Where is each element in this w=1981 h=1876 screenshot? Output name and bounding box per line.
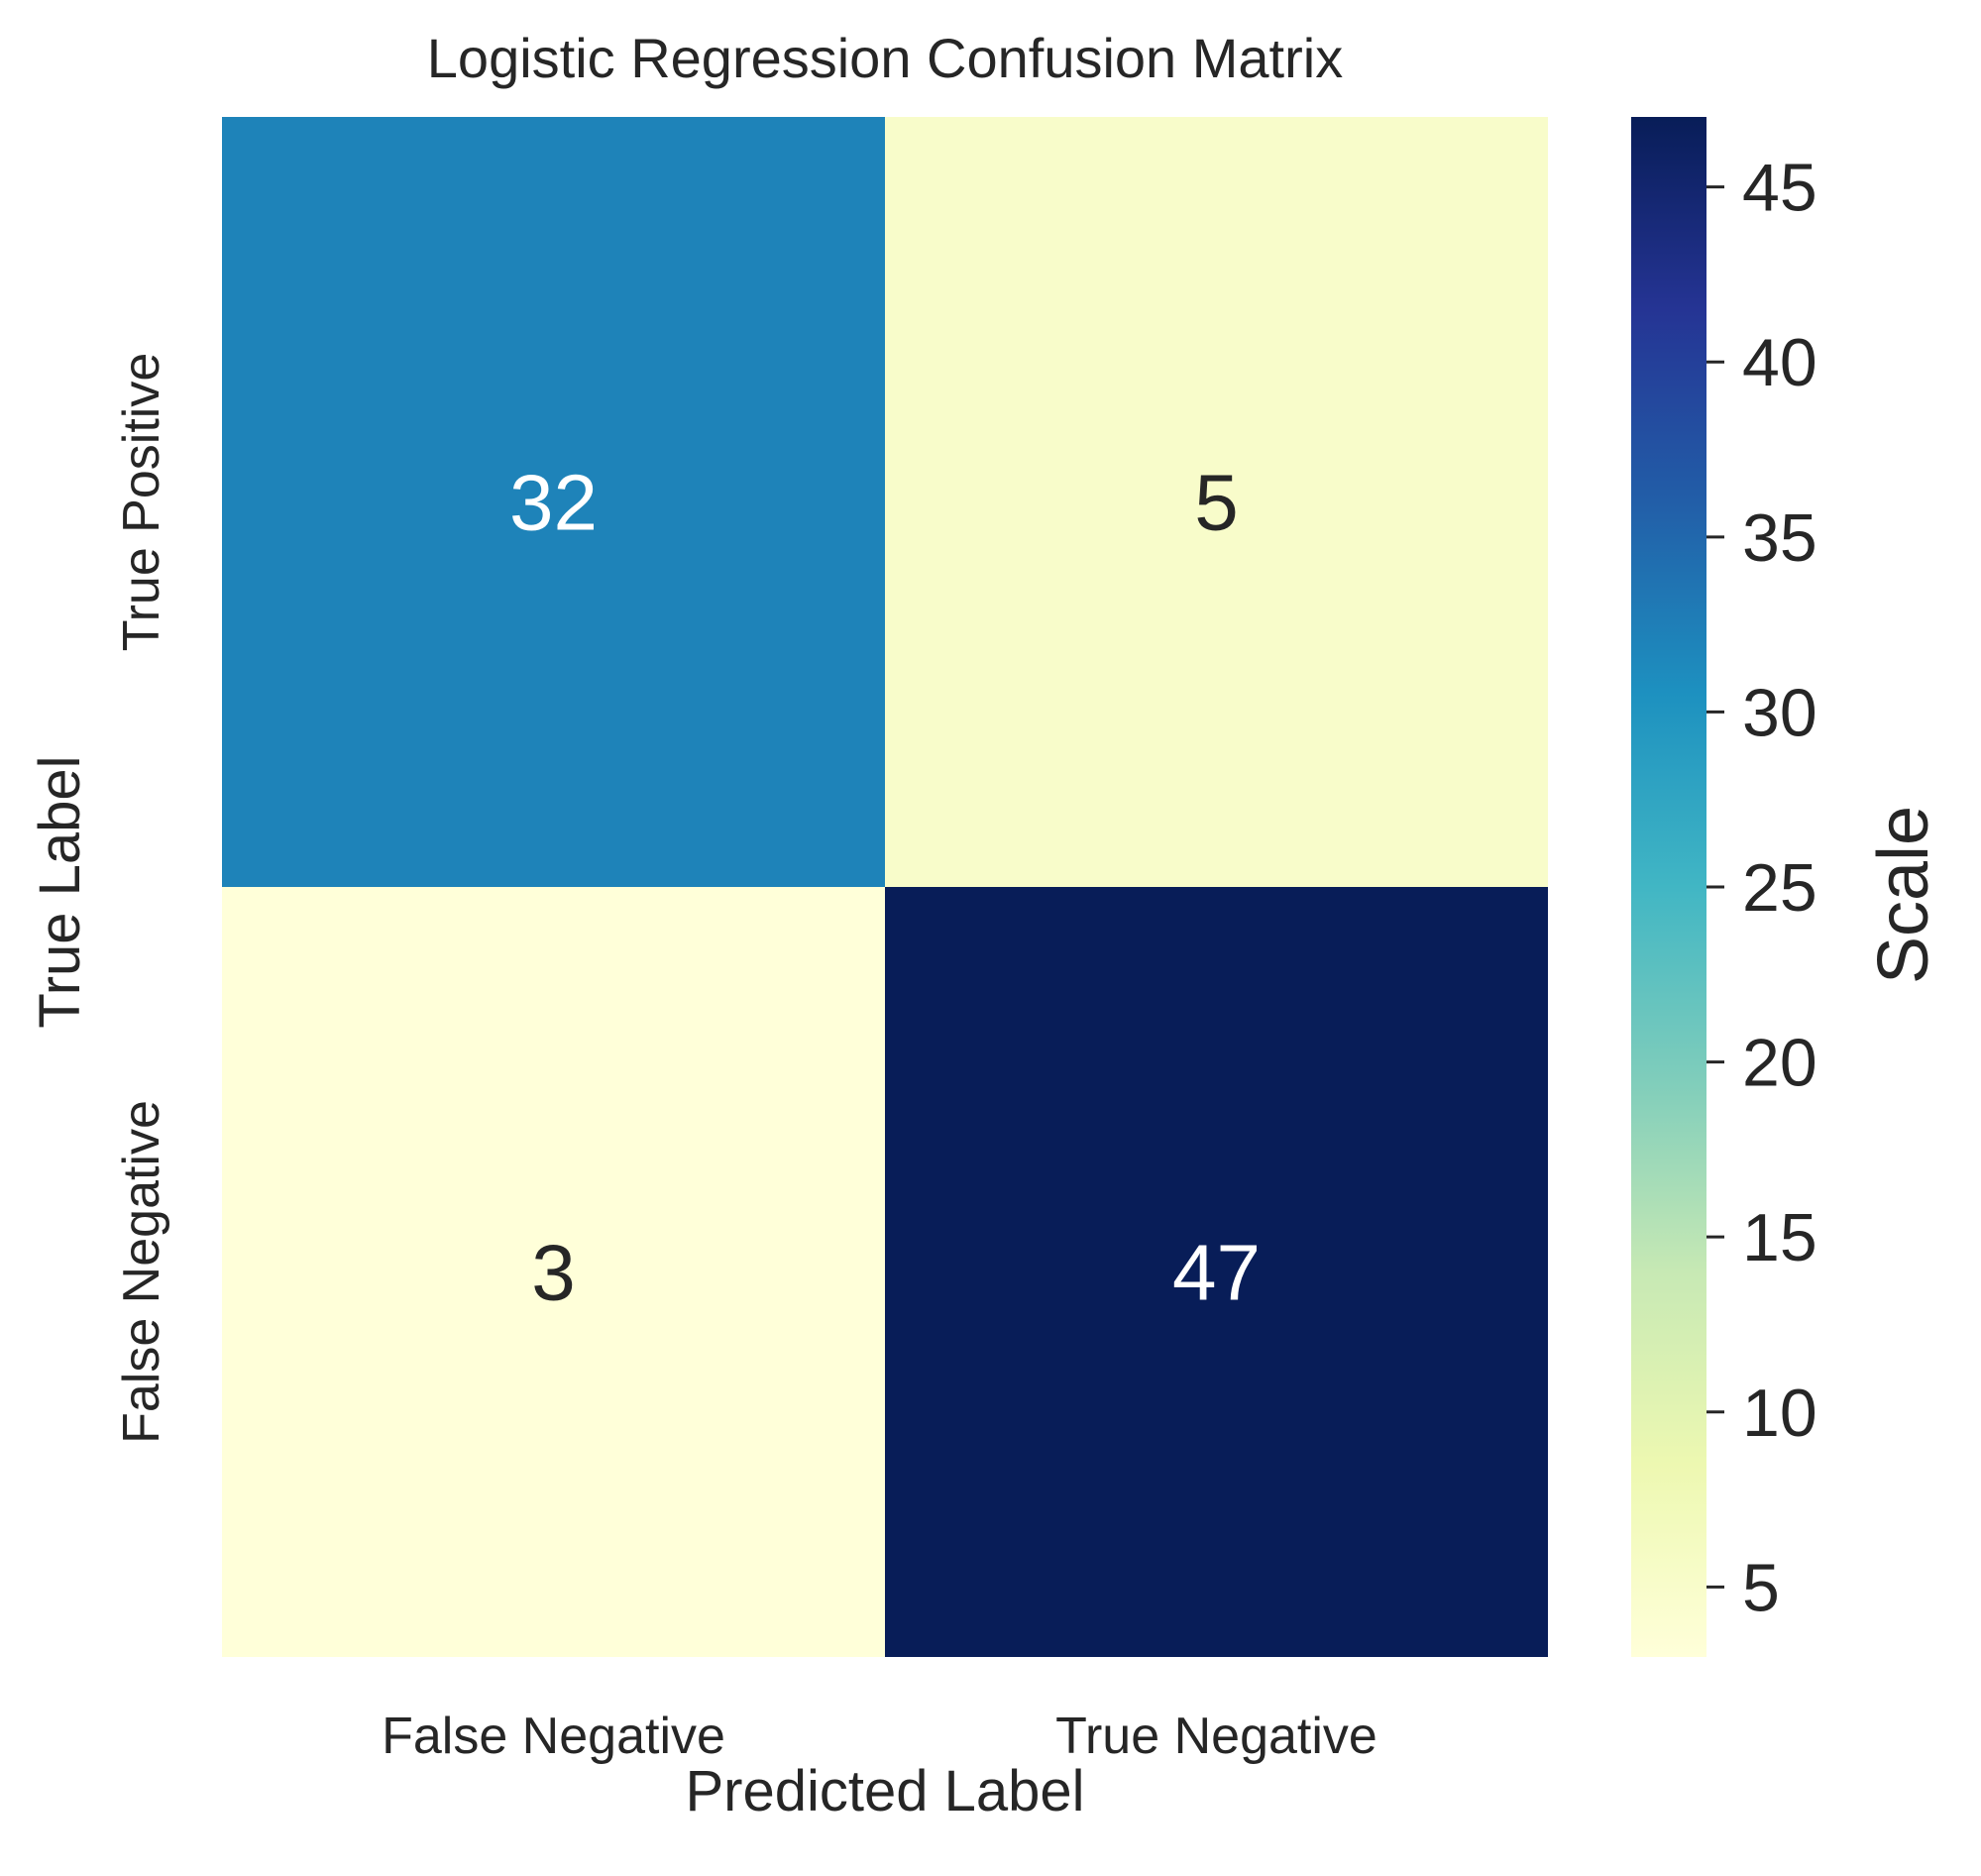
x-axis-label: Predicted Label xyxy=(685,1759,1084,1823)
heatmap-cell-r0-c1 xyxy=(885,117,1548,887)
y-tick-labels: True Positive False Negative xyxy=(113,353,170,1444)
cell-value-label-r0-c0: 32 xyxy=(509,459,598,547)
colorbar-tick-label-4: 25 xyxy=(1742,850,1817,926)
colorbar-tick-label-3: 20 xyxy=(1742,1026,1817,1101)
chart-title: Logistic Regression Confusion Matrix xyxy=(427,27,1343,89)
cell-value-label-r1-c1: 47 xyxy=(1172,1229,1261,1317)
colorbar-tick-label-2: 15 xyxy=(1742,1200,1817,1275)
colorbar-label: Scale xyxy=(1864,806,1943,984)
colorbar-tick-label-6: 35 xyxy=(1742,500,1817,576)
colorbar xyxy=(1631,117,1706,1657)
y-tick-label-1: False Negative xyxy=(113,1100,170,1444)
heatmap-cell-r0-c0 xyxy=(222,117,885,887)
heatmap-cell-r1-c0 xyxy=(222,887,885,1657)
colorbar-tick-label-1: 10 xyxy=(1742,1376,1817,1451)
colorbar-tick-label-0: 5 xyxy=(1742,1550,1780,1625)
y-tick-label-0: True Positive xyxy=(113,353,170,652)
cell-value-label-r1-c0: 3 xyxy=(531,1229,576,1317)
heatmap-cell-r1-c1 xyxy=(885,887,1548,1657)
colorbar-ticks: 5 10 15 20 25 30 35 40 45 xyxy=(1706,151,1817,1625)
cell-value-label-r0-c1: 5 xyxy=(1194,459,1239,547)
x-tick-label-1: True Negative xyxy=(1055,1708,1377,1765)
y-axis-label: True Label xyxy=(28,755,92,1028)
colorbar-tick-label-5: 30 xyxy=(1742,675,1817,750)
x-tick-label-0: False Negative xyxy=(382,1708,725,1765)
heatmap-cells: 32 5 3 47 xyxy=(222,117,1548,1657)
colorbar-tick-label-8: 45 xyxy=(1742,151,1817,226)
colorbar-tick-label-7: 40 xyxy=(1742,325,1817,400)
x-tick-labels: False Negative True Negative xyxy=(382,1708,1377,1765)
